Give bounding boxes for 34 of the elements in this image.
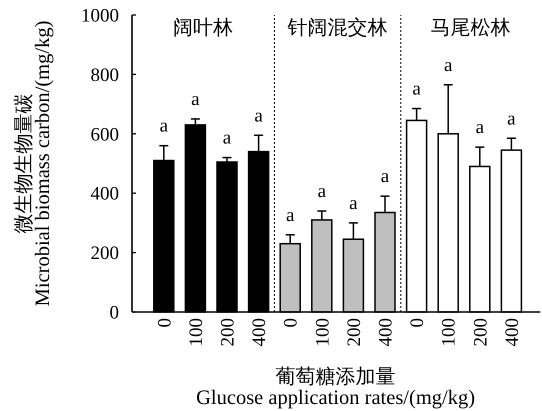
y-tick-label: 800 — [90, 64, 119, 86]
data-label: a — [191, 88, 200, 110]
y-tick-label: 600 — [90, 124, 119, 146]
x-tick-label: 0 — [280, 318, 302, 328]
x-tick-label: 400 — [502, 318, 523, 346]
y-tick-label: 200 — [90, 243, 119, 264]
x-tick-label: 0 — [407, 318, 428, 328]
data-label: a — [222, 128, 232, 149]
x-tick-label: 200 — [218, 318, 238, 346]
data-label: a — [286, 204, 295, 226]
data-label: a — [412, 78, 422, 100]
x-tick-label: 400 — [376, 318, 396, 346]
data-label: a — [349, 192, 358, 214]
x-tick-label: 200 — [344, 318, 365, 346]
x-tick-label: 100 — [312, 318, 334, 346]
x-tick-label: 200 — [470, 318, 492, 346]
x-tick-label: 400 — [249, 318, 270, 346]
data-label: a — [476, 117, 485, 138]
data-label: a — [507, 108, 516, 130]
y-axis-title: 微生物生物量碳 Microbial biomass carbon/(mg/kg) — [13, 20, 54, 306]
data-label: a — [318, 181, 327, 202]
x-tick-label: 100 — [186, 318, 207, 346]
chart-title: 马尾松林 — [430, 17, 510, 39]
x-axis-title: 葡萄糖添加量 Glucose application rates/(mg/kg) — [196, 366, 476, 409]
data-label: a — [160, 116, 169, 137]
data-label: a — [254, 105, 264, 126]
y-tick-label: 400 — [90, 184, 119, 205]
x-tick-label: 0 — [154, 318, 176, 328]
x-tick-label: 100 — [438, 318, 460, 346]
data-label: a — [380, 166, 390, 188]
chart-title: 针阔混交林 — [286, 17, 388, 39]
y-tick-label: 1000 — [81, 6, 119, 26]
chart-title: 阔叶林 — [173, 17, 234, 39]
data-label: a — [444, 54, 453, 76]
